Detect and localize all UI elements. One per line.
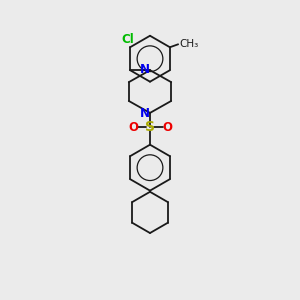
Text: N: N (140, 63, 150, 76)
Text: N: N (140, 107, 150, 120)
Text: CH₃: CH₃ (180, 39, 199, 49)
Text: O: O (162, 121, 172, 134)
Text: O: O (128, 121, 138, 134)
Text: S: S (145, 120, 155, 134)
Text: Cl: Cl (122, 33, 134, 46)
